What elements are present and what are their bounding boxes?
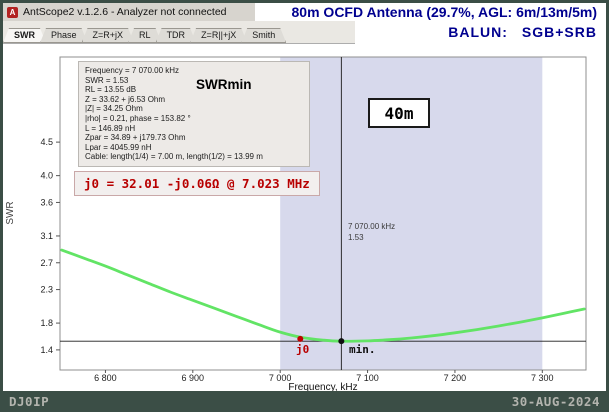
tab-z-r-jx[interactable]: Z=R+jX [82, 28, 135, 43]
tab-z-r-jx[interactable]: Z=R||+jX [190, 28, 247, 43]
app-icon: A [7, 6, 18, 18]
y-tick-label: 1.4 [40, 345, 53, 355]
balun-header: BALUN: SGB+SRB [448, 24, 597, 40]
cursor-swr: 1.53 [348, 233, 364, 242]
y-tick-label: 1.8 [40, 318, 53, 328]
band-label-box: 40m [368, 98, 430, 128]
antenna-header: 80m OCFD Antenna (29.7%, AGL: 6m/13m/5m) [291, 4, 597, 20]
tab-tdr[interactable]: TDR [156, 28, 197, 43]
x-tick-label: 6 800 [94, 373, 117, 383]
y-tick-label: 4.5 [40, 137, 53, 147]
info-line: |Z| = 34.25 Ohm [85, 104, 143, 114]
window-title: AntScope2 v.1.2.6 - Analyzer not connect… [23, 6, 227, 18]
balun-label: BALUN: [448, 24, 508, 40]
info-line: Lpar = 4045.99 nH [85, 142, 152, 152]
status-bar: DJ0IP 30-AUG-2024 [0, 391, 609, 412]
x-tick-label: 7 200 [444, 373, 467, 383]
callsign-label: DJ0IP [9, 394, 50, 409]
x-tick-label: 7 300 [531, 373, 554, 383]
swr-curve [60, 248, 586, 343]
y-tick-label: 4.0 [40, 171, 53, 181]
y-tick-label: 3.6 [40, 197, 53, 207]
cursor-readout: 7 070.00 kHz 1.53 [348, 221, 395, 243]
min-marker-label: min. [349, 343, 376, 356]
y-tick-label: 3.1 [40, 231, 53, 241]
tab-swr[interactable]: SWR [3, 28, 46, 43]
balun-value: SGB+SRB [521, 24, 597, 40]
tab-smith[interactable]: Smith [241, 28, 286, 43]
x-axis-title: Frequency, kHz [288, 382, 357, 393]
info-line: Cable: length(1/4) = 7.00 m, length(1/2)… [85, 152, 263, 162]
y-tick-label: 2.7 [40, 258, 53, 268]
plot-frame [59, 56, 587, 371]
tab-bar: SWR Phase Z=R+jX RL TDR Z=R||+jX Smith [3, 21, 355, 44]
y-axis-title: SWR [5, 201, 16, 224]
j0-marker-dot [297, 335, 304, 342]
x-tick-label: 6 900 [182, 373, 205, 383]
info-line: L = 146.89 nH [85, 123, 136, 133]
cursor-frequency: 7 070.00 kHz [348, 222, 396, 231]
info-line: RL = 13.55 dB [85, 85, 137, 95]
min-marker-dot [338, 338, 345, 345]
info-line: |rho| = 0.21, phase = 153.82 ° [85, 113, 191, 123]
j0-marker-label: j0 [296, 343, 310, 356]
date-label: 30-AUG-2024 [511, 394, 600, 409]
info-line: Z = 33.62 + j6.53 Ohm [85, 94, 166, 104]
swrmin-label: SWRmin [196, 77, 252, 92]
tab-rl[interactable]: RL [128, 28, 162, 43]
measurement-info-box: Frequency = 7 070.00 kHz SWR = 1.53 RL = 1… [78, 61, 310, 167]
tab-phase[interactable]: Phase [40, 28, 88, 43]
x-tick-label: 7 000 [269, 373, 292, 383]
info-line: Frequency = 7 070.00 kHz [85, 66, 180, 75]
y-tick-label: 2.3 [40, 285, 53, 295]
resonance-annotation-box: j0 = 32.01 -j0.06Ω @ 7.023 MHz [74, 171, 320, 196]
x-tick-label: 7 100 [356, 373, 379, 383]
info-line: Zpar = 34.89 + j179.73 Ohm [85, 133, 186, 143]
title-bar: A AntScope2 v.1.2.6 - Analyzer not conne… [3, 3, 255, 21]
info-line: SWR = 1.53 [85, 75, 129, 85]
